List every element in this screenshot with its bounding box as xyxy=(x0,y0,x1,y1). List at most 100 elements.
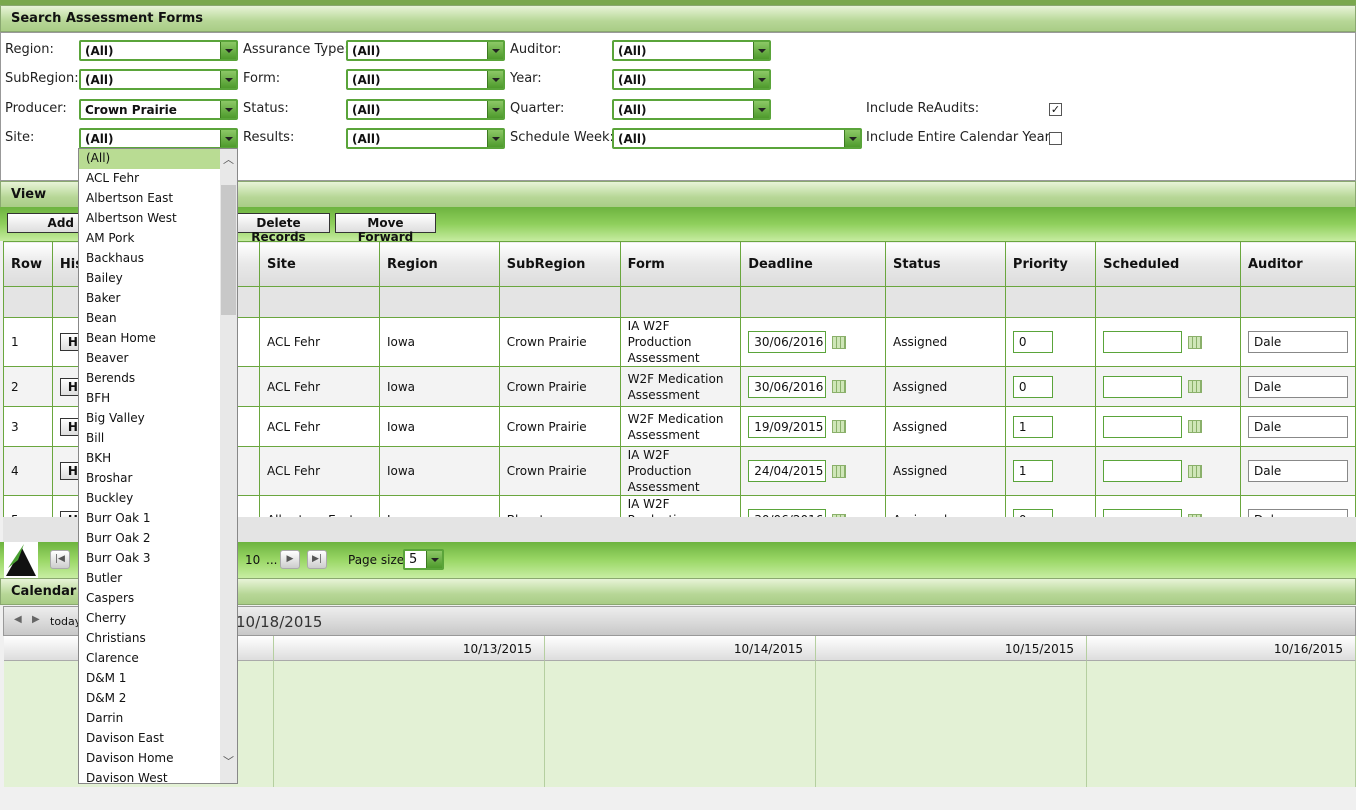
site-option[interactable]: Burr Oak 2 xyxy=(86,531,151,545)
next-icon[interactable]: ▶ xyxy=(32,614,40,625)
chevron-down-icon[interactable] xyxy=(220,42,236,59)
site-option[interactable]: Butler xyxy=(86,571,123,585)
column-header-site[interactable]: Site xyxy=(258,241,380,287)
calendar-icon[interactable] xyxy=(1188,335,1203,349)
subregion-combo[interactable]: (All) xyxy=(79,69,238,90)
today-button[interactable]: today xyxy=(50,615,82,628)
deadline-input[interactable]: 30/06/2016 xyxy=(748,375,827,398)
producer-combo[interactable]: Crown Prairie xyxy=(79,99,238,120)
site-option[interactable]: Beaver xyxy=(86,351,129,365)
site-option[interactable]: Burr Oak 3 xyxy=(86,551,151,565)
site-option[interactable]: Bean xyxy=(86,311,117,325)
more-pages-link[interactable]: ... xyxy=(266,553,278,567)
next-page-button[interactable]: ▶ xyxy=(280,550,300,569)
delete-records-button[interactable]: Delete Records xyxy=(229,213,330,244)
site-option[interactable]: D&M 1 xyxy=(86,671,127,685)
assurance-type-combo[interactable]: (All) xyxy=(346,40,505,61)
auditor-select[interactable]: Dale xyxy=(1248,415,1348,438)
status-combo[interactable]: (All) xyxy=(346,99,505,120)
include-calendar-year-checkbox[interactable] xyxy=(1049,132,1062,145)
site-option[interactable]: Christians xyxy=(86,631,146,645)
chevron-down-icon[interactable] xyxy=(487,101,503,118)
scheduled-input[interactable] xyxy=(1103,375,1183,398)
site-option[interactable]: Clarence xyxy=(86,651,139,665)
first-page-button[interactable]: |◀ xyxy=(50,550,70,569)
site-option[interactable]: BKH xyxy=(86,451,112,465)
site-option[interactable]: D&M 2 xyxy=(86,691,127,705)
column-header-status[interactable]: Status xyxy=(885,241,1006,287)
site-option[interactable]: Big Valley xyxy=(86,411,145,425)
site-option[interactable]: Albertson East xyxy=(86,191,174,205)
calendar-day-column[interactable] xyxy=(1087,661,1356,787)
chevron-down-icon[interactable] xyxy=(844,130,860,147)
chevron-down-icon[interactable] xyxy=(753,71,769,88)
site-option[interactable]: (All) xyxy=(79,149,221,169)
calendar-icon[interactable] xyxy=(1188,420,1203,433)
priority-input[interactable]: 0 xyxy=(1012,331,1053,353)
scrollbar[interactable]: ︿ ﹀ xyxy=(220,149,237,783)
page-size-select[interactable]: 5 xyxy=(403,549,444,570)
calendar-icon[interactable] xyxy=(832,380,847,393)
site-option[interactable]: Baker xyxy=(86,291,121,305)
deadline-input[interactable]: 30/06/2016 xyxy=(748,331,827,353)
site-option[interactable]: Buckley xyxy=(86,491,134,505)
results-combo[interactable]: (All) xyxy=(346,128,505,149)
site-option[interactable]: Bailey xyxy=(86,271,123,285)
move-forward-button[interactable]: Move Forward xyxy=(335,213,436,244)
site-option[interactable]: Broshar xyxy=(86,471,133,485)
site-option[interactable]: Backhaus xyxy=(86,251,144,265)
region-combo[interactable]: (All) xyxy=(79,40,238,61)
calendar-icon[interactable] xyxy=(832,335,847,349)
column-header-form[interactable]: Form xyxy=(619,241,742,287)
site-option[interactable]: Bill xyxy=(86,431,105,445)
site-option[interactable]: Davison Home xyxy=(86,751,174,765)
chevron-down-icon[interactable] xyxy=(487,42,503,59)
site-option[interactable]: Cherry xyxy=(86,611,127,625)
column-header-priority[interactable]: Priority xyxy=(1004,241,1097,287)
priority-input[interactable]: 0 xyxy=(1012,375,1053,398)
include-reaudits-checkbox[interactable]: ✓ xyxy=(1049,103,1062,116)
column-header-scheduled[interactable]: Scheduled xyxy=(1095,241,1241,287)
site-option[interactable]: ACL Fehr xyxy=(86,171,140,185)
deadline-input[interactable]: 24/04/2015 xyxy=(748,460,827,482)
site-option[interactable]: Darrin xyxy=(86,711,124,725)
chevron-down-icon[interactable] xyxy=(753,42,769,59)
prev-icon[interactable]: ◀ xyxy=(14,614,22,625)
calendar-icon[interactable] xyxy=(1188,464,1203,478)
schedule-week-combo[interactable]: (All) xyxy=(612,128,862,149)
scrollbar-thumb[interactable] xyxy=(221,185,236,315)
chevron-down-icon[interactable] xyxy=(220,101,236,118)
form-combo[interactable]: (All) xyxy=(346,69,505,90)
site-combo[interactable]: (All) xyxy=(79,128,238,149)
column-header-subregion[interactable]: SubRegion xyxy=(498,241,621,287)
scheduled-input[interactable] xyxy=(1103,460,1183,482)
scheduled-input[interactable] xyxy=(1103,331,1183,353)
priority-input[interactable]: 1 xyxy=(1012,460,1053,482)
column-header-row[interactable]: Row xyxy=(3,241,53,287)
column-header-region[interactable]: Region xyxy=(378,241,500,287)
calendar-icon[interactable] xyxy=(832,464,847,478)
site-option[interactable]: Bean Home xyxy=(86,331,156,345)
auditor-select[interactable]: Dale xyxy=(1248,460,1348,482)
calendar-day-column[interactable] xyxy=(816,661,1087,787)
site-option[interactable]: Albertson West xyxy=(86,211,177,225)
deadline-input[interactable]: 19/09/2015 xyxy=(748,415,827,438)
scroll-up-icon[interactable]: ︿ xyxy=(223,153,234,166)
chevron-down-icon[interactable] xyxy=(220,130,236,147)
site-option[interactable]: Burr Oak 1 xyxy=(86,511,151,525)
site-option[interactable]: BFH xyxy=(86,391,111,405)
page-10-link[interactable]: 10 xyxy=(245,553,261,567)
chevron-down-icon[interactable] xyxy=(487,130,503,147)
chevron-down-icon[interactable] xyxy=(753,101,769,118)
priority-input[interactable]: 1 xyxy=(1012,415,1053,438)
calendar-day-column[interactable] xyxy=(274,661,545,787)
auditor-select[interactable]: Dale xyxy=(1248,331,1348,353)
quarter-combo[interactable]: (All) xyxy=(612,99,771,120)
site-option[interactable]: Caspers xyxy=(86,591,135,605)
site-option[interactable]: Davison West xyxy=(86,771,168,784)
scheduled-input[interactable] xyxy=(1103,415,1183,438)
chevron-down-icon[interactable] xyxy=(220,71,236,88)
calendar-icon[interactable] xyxy=(1188,380,1203,393)
site-option[interactable]: Berends xyxy=(86,371,136,385)
site-option[interactable]: AM Pork xyxy=(86,231,135,245)
